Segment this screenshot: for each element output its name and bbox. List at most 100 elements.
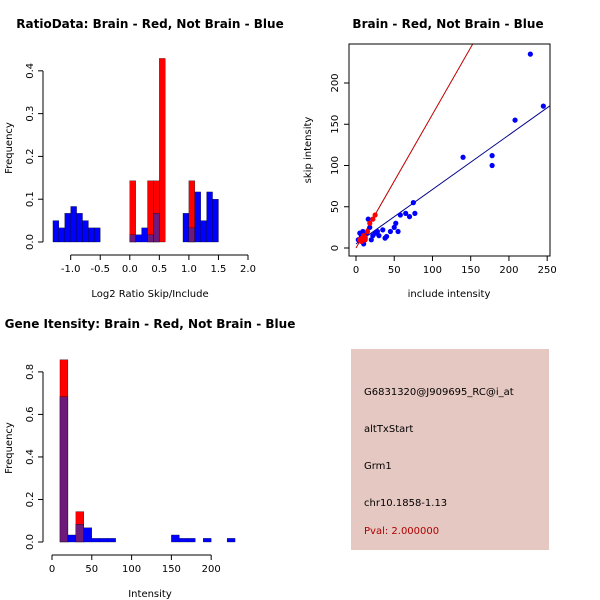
ratio-x-tick-label-5: 1.5 [210, 264, 226, 275]
scatter-y-tick-label-1: 50 [330, 200, 341, 213]
scatter-point-notbrain-27 [489, 153, 495, 159]
genomic-location: chr10.1858-1.13 [364, 498, 448, 509]
gene-bar-notbrain-6 [107, 538, 116, 543]
gene-bar-overlap-0 [59, 396, 69, 543]
ratio-bar-overlap-16 [147, 234, 154, 243]
gene-bar-notbrain-4 [91, 538, 100, 543]
scatter-point-brain-5 [367, 220, 373, 226]
ratio-histogram: RatioData: Brain - Red, Not Brain - Blue… [4, 17, 284, 300]
gene-y-tick-label-0: 0.0 [25, 534, 36, 550]
ratio-y-tick-label-2: 0.2 [25, 148, 36, 164]
gene-x-tick-label-0: 0 [49, 564, 55, 575]
scatter-chart-title: Brain - Red, Not Brain - Blue [352, 17, 543, 31]
ratio-x-tick-label-6: 2.0 [240, 264, 256, 275]
gene-x-label: Intensity [128, 589, 172, 600]
gene-bar-notbrain-1 [67, 534, 77, 543]
gene-bars [59, 359, 236, 543]
scatter-point-brain-4 [364, 228, 371, 235]
scatter-point-notbrain-13 [376, 233, 382, 239]
ratio-bar-overlap-23 [188, 227, 195, 243]
ratio-bar-notbrain-22 [182, 213, 190, 243]
gene-bar-notbrain-18 [203, 538, 212, 543]
gene-bar-notbrain-21 [226, 538, 236, 543]
ratio-bar-notbrain-1 [58, 227, 65, 243]
scatter-y-tick-label-3: 150 [330, 115, 341, 134]
scatter-fit-line-notbrain [355, 105, 550, 245]
ratio-y-tick-label-3: 0.3 [25, 106, 36, 122]
scatter-x-tick-label-4: 200 [499, 265, 518, 276]
scatter-point-notbrain-7 [365, 216, 371, 222]
scatter-point-notbrain-8 [367, 224, 373, 230]
scatter-x-tick-label-3: 150 [461, 265, 480, 276]
scatter-point-notbrain-18 [391, 224, 397, 230]
scatter-point-notbrain-17 [387, 228, 394, 235]
ratio-bar-notbrain-26 [206, 191, 213, 243]
ratio-bars [52, 58, 219, 243]
scatter-point-notbrain-25 [412, 210, 418, 216]
gene-bar-notbrain-16 [187, 538, 196, 543]
ratio-bar-notbrain-15 [141, 227, 148, 243]
scatter-x-tick-label-1: 50 [388, 265, 401, 276]
scatter-axes: 0 50 100 150 200 250 0 50 100 150 200 [330, 43, 557, 276]
gene-y-label: Frequency [4, 422, 15, 474]
gene-bar-notbrain-5 [99, 538, 108, 543]
ratio-y-tick-label-1: 0.1 [25, 191, 36, 207]
scatter-y-tick-label-0: 0 [330, 245, 341, 251]
ratio-bar-overlap-17 [153, 213, 160, 243]
ratio-bar-notbrain-7 [94, 227, 101, 243]
intensity-scatter: Brain - Red, Not Brain - Blue 0 50 100 150 2… [303, 17, 557, 300]
ratio-bar-notbrain-0 [52, 220, 60, 243]
ratio-x-tick-label-2: 0.0 [122, 264, 138, 275]
scatter-point-brain-8 [358, 238, 364, 244]
scatter-point-brain-7 [372, 212, 378, 218]
gene-y-tick-label-4: 0.8 [25, 364, 36, 380]
scatter-point-brain-6 [370, 216, 376, 222]
probe-id: G6831320@J909695_RC@i_at [364, 387, 514, 398]
scatter-point-notbrain-28 [489, 162, 495, 169]
scatter-point-notbrain-16 [383, 233, 390, 240]
scatter-plot-frame [348, 43, 551, 257]
scatter-y-tick-label-4: 200 [330, 73, 341, 92]
ratio-x-tick-label-4: 1.0 [181, 264, 197, 275]
scatter-point-notbrain-24 [410, 200, 416, 206]
ratio-x-tick-label-0: -1.0 [61, 264, 81, 275]
gene-bar-notbrain-14 [171, 534, 180, 543]
gene-bar-notbrain-3 [83, 527, 92, 543]
gene-bar-overlap-2 [75, 524, 84, 543]
gene-x-tick-label-1: 50 [85, 564, 98, 575]
gene-bar-notbrain-15 [179, 538, 188, 543]
ratio-bar-notbrain-5 [82, 220, 89, 243]
ratio-y-label: Frequency [4, 122, 15, 174]
p-value: Pval: 2.000000 [364, 526, 440, 537]
ratio-y-tick-label-0: 0.0 [25, 234, 36, 250]
scatter-x-tick-label-2: 100 [423, 265, 442, 276]
gene-y-tick-label-3: 0.6 [25, 406, 36, 422]
ratio-x-tick-label-3: 0.5 [151, 264, 167, 275]
gene-x-tick-label-2: 100 [122, 564, 141, 575]
scatter-x-tick-label-5: 250 [538, 265, 557, 276]
gene-intensity-histogram: Gene Itensity: Brain - Red, Not Brain - … [4, 317, 295, 600]
ratio-bar-notbrain-25 [200, 220, 207, 243]
ratio-bar-brain-16 [147, 180, 154, 243]
scatter-y-tick-label-2: 100 [330, 156, 341, 175]
scatter-point-notbrain-19 [393, 220, 399, 226]
scatter-point-notbrain-20 [395, 228, 401, 235]
ratio-chart-title: RatioData: Brain - Red, Not Brain - Blue [16, 17, 283, 31]
event-type: altTxStart [364, 424, 414, 435]
ratio-bar-overlap-13 [129, 234, 136, 243]
gene-y-tick-label-2: 0.4 [25, 449, 36, 465]
ratio-bar-notbrain-2 [64, 213, 71, 243]
scatter-point-notbrain-14 [380, 227, 386, 233]
scatter-point-notbrain-22 [403, 210, 409, 216]
gene-chart-title: Gene Itensity: Brain - Red, Not Brain - … [5, 317, 296, 331]
ratio-y-tick-label-4: 0.4 [25, 63, 36, 79]
scatter-point-notbrain-12 [374, 228, 381, 235]
ratio-bar-brain-18 [159, 58, 166, 243]
ratio-bar-notbrain-24 [194, 191, 201, 243]
scatter-x-label: include intensity [408, 289, 491, 300]
scatter-y-label: skip intensity [303, 117, 314, 184]
scatter-point-notbrain-31 [540, 103, 546, 109]
gene-y-tick-label-1: 0.2 [25, 492, 36, 508]
gene-x-tick-label-3: 150 [162, 564, 181, 575]
